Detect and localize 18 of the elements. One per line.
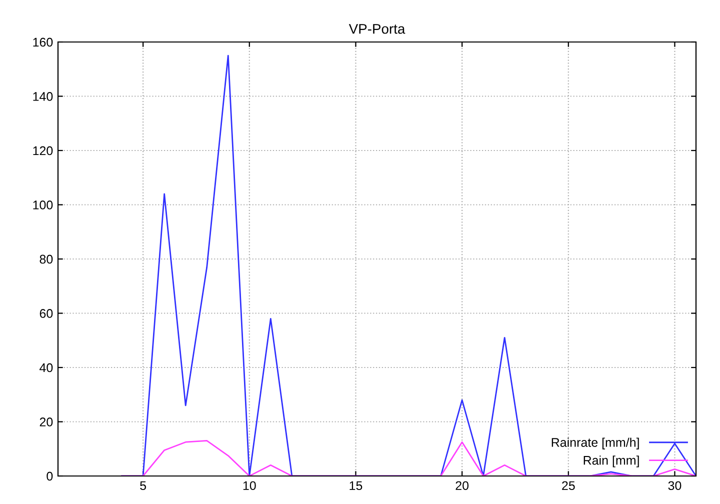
y-tick-label: 60 — [40, 309, 53, 318]
y-tick-label: 140 — [33, 92, 53, 101]
x-tick-label: 5 — [140, 481, 146, 490]
y-tick-label: 160 — [33, 38, 53, 47]
y-tick-label: 40 — [40, 363, 53, 372]
y-tick-label: 80 — [40, 254, 53, 264]
x-tick-label: 30 — [668, 481, 682, 490]
chart-title: VP-Porta — [348, 24, 406, 34]
y-tick-label: 100 — [33, 200, 53, 210]
y-tick-label: 120 — [33, 146, 53, 156]
legend-label: Rainrate [mm/h] — [552, 438, 639, 450]
x-tick-label: 15 — [350, 481, 362, 490]
legend-label: Rain [mm] — [584, 456, 639, 468]
x-tick-label: 10 — [243, 481, 256, 490]
y-tick-label: 0 — [46, 472, 53, 481]
x-tick-label: 25 — [562, 481, 575, 490]
x-tick-label: 20 — [456, 481, 469, 490]
y-tick-label: 20 — [40, 418, 53, 426]
